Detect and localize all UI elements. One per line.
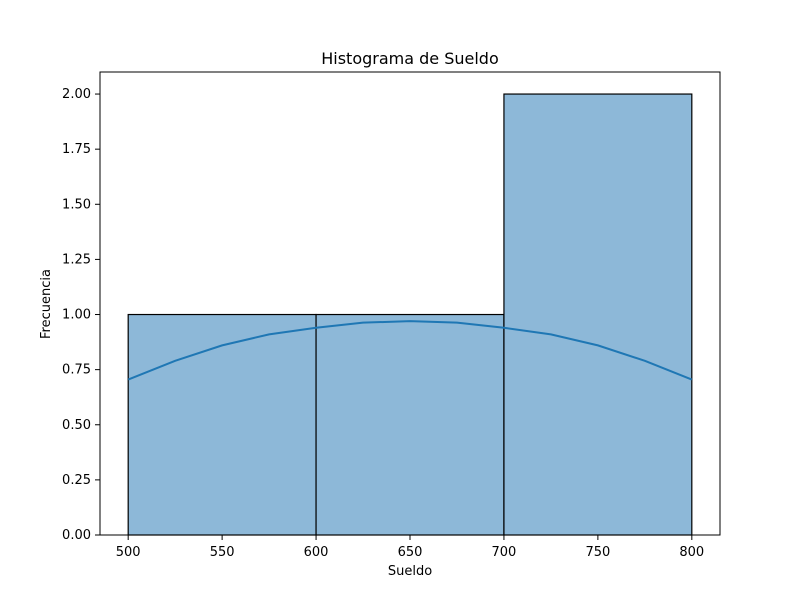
x-tick-label-650: 650 (398, 545, 423, 560)
x-tick-label-700: 700 (492, 545, 517, 560)
y-tick-label-1.50: 1.50 (62, 197, 91, 212)
x-tick-label-550: 550 (210, 545, 235, 560)
y-tick-label-0.75: 0.75 (62, 363, 91, 378)
x-tick-label-750: 750 (585, 545, 610, 560)
plot-area: 500 550 600 650 700 750 800 0.00 0.25 0.50 0.75 1.0… (62, 71, 721, 560)
histogram-bar-1 (127, 313, 317, 536)
y-tick-label-1.75: 1.75 (62, 142, 91, 157)
y-tick-label-0.50: 0.50 (62, 418, 91, 433)
x-tick-label-800: 800 (679, 545, 704, 560)
y-tick-label-0.00: 0.00 (62, 528, 91, 543)
x-tick-label-600: 600 (304, 545, 329, 560)
y-tick-label-2.00: 2.00 (62, 87, 91, 102)
y-tick-label-0.25: 0.25 (62, 473, 91, 488)
y-axis-label: Frecuencia (39, 269, 54, 339)
histogram-bar-3 (503, 93, 693, 536)
y-tick-label-1.25: 1.25 (62, 252, 91, 267)
histogram-bar-2 (315, 313, 505, 536)
x-tick-label-500: 500 (116, 545, 141, 560)
kde-curve-line (127, 320, 693, 381)
chart-title: Histograma de Sueldo (321, 49, 499, 68)
y-tick-label-1.00: 1.00 (62, 308, 91, 323)
x-axis-label: Sueldo (388, 564, 432, 579)
